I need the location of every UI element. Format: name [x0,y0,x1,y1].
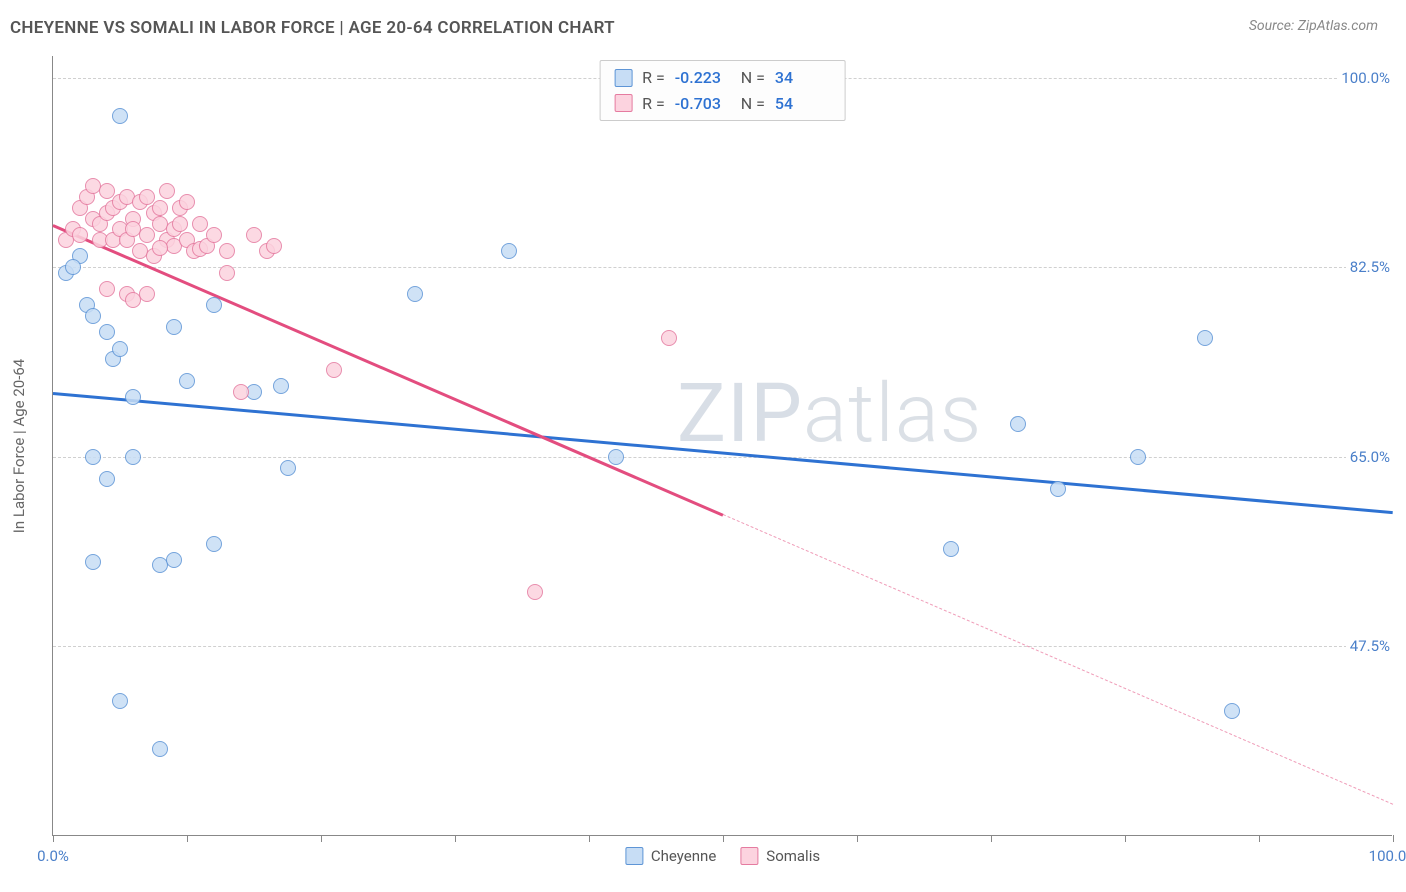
xtick [1125,835,1126,842]
legend-label-cheyenne: Cheyenne [651,847,716,865]
xtick-label: 100.0% [1369,847,1406,865]
swatch-cheyenne [614,69,632,87]
stat-r-cheyenne: -0.223 [675,65,731,91]
data-point-cheyenne [1197,330,1213,346]
stats-row: R = -0.703 N = 54 [614,91,831,117]
data-point-cheyenne [112,693,128,709]
data-point-somalis [179,194,195,210]
correlation-stats-box: R = -0.223 N = 34 R = -0.703 N = 54 [599,60,846,121]
data-point-cheyenne [65,259,81,275]
data-point-somalis [99,281,115,297]
data-point-somalis [266,238,282,254]
data-point-cheyenne [99,471,115,487]
ytick-label: 65.0% [1346,448,1394,466]
data-point-somalis [192,216,208,232]
data-point-somalis [152,240,168,256]
stats-row: R = -0.223 N = 34 [614,65,831,91]
legend-swatch-cheyenne [625,847,643,865]
gridline-h [53,267,1392,268]
data-point-cheyenne [179,373,195,389]
data-point-cheyenne [206,536,222,552]
data-point-cheyenne [1224,703,1240,719]
data-point-somalis [527,584,543,600]
data-point-cheyenne [273,378,289,394]
xtick-label: 0.0% [37,847,69,865]
data-point-cheyenne [1010,416,1026,432]
data-point-cheyenne [85,308,101,324]
stat-r-somalis: -0.703 [675,91,731,117]
data-point-somalis [139,286,155,302]
gridline-h [53,646,1392,647]
xtick [723,835,724,842]
ytick-label: 82.5% [1346,258,1394,276]
legend-item-somalis: Somalis [740,847,820,865]
x-axis-legend: Cheyenne Somalis [625,847,820,865]
stat-label: R = [642,91,665,117]
data-point-somalis [233,384,249,400]
xtick [589,835,590,842]
data-point-cheyenne [112,108,128,124]
data-point-cheyenne [166,319,182,335]
plot-area: 47.5%65.0%82.5%100.0%0.0%100.0% [53,56,1392,835]
chart-title: CHEYENNE VS SOMALI IN LABOR FORCE | AGE … [10,18,615,38]
data-point-cheyenne [1130,449,1146,465]
y-axis-label: In Labor Force | Age 20-64 [10,358,28,532]
data-point-cheyenne [1050,481,1066,497]
data-point-cheyenne [280,460,296,476]
data-point-cheyenne [206,297,222,313]
legend-swatch-somalis [740,847,758,865]
data-point-somalis [326,362,342,378]
legend-item-cheyenne: Cheyenne [625,847,716,865]
stat-label: N = [741,65,765,91]
data-point-cheyenne [152,741,168,757]
data-point-cheyenne [99,324,115,340]
stat-n-cheyenne: 34 [775,65,831,91]
xtick [857,835,858,842]
data-point-cheyenne [112,341,128,357]
xtick [455,835,456,842]
data-point-somalis [72,227,88,243]
trendline-cheyenne [53,392,1393,514]
data-point-somalis [99,183,115,199]
xtick [53,835,54,842]
data-point-somalis [139,189,155,205]
data-point-somalis [159,183,175,199]
stat-label: N = [741,91,765,117]
data-point-somalis [172,216,188,232]
trendline-dashed-somalis [723,514,1393,805]
data-point-somalis [139,227,155,243]
ytick-label: 100.0% [1337,69,1394,87]
data-point-somalis [661,330,677,346]
data-point-cheyenne [125,449,141,465]
data-point-cheyenne [943,541,959,557]
xtick [187,835,188,842]
data-point-somalis [219,265,235,281]
data-point-somalis [246,227,262,243]
xtick [991,835,992,842]
ytick-label: 47.5% [1346,637,1394,655]
data-point-cheyenne [501,243,517,259]
data-point-somalis [152,200,168,216]
data-point-cheyenne [125,389,141,405]
stat-label: R = [642,65,665,91]
swatch-somalis [614,94,632,112]
chart-plot-area: In Labor Force | Age 20-64 ZIPatlas 47.5… [52,56,1392,836]
data-point-somalis [219,243,235,259]
data-point-cheyenne [608,449,624,465]
source-attribution: Source: ZipAtlas.com [1249,18,1378,34]
stat-n-somalis: 54 [775,91,831,117]
legend-label-somalis: Somalis [766,847,820,865]
data-point-cheyenne [85,449,101,465]
data-point-cheyenne [407,286,423,302]
xtick [1393,835,1394,842]
gridline-h [53,457,1392,458]
data-point-cheyenne [85,554,101,570]
xtick [321,835,322,842]
data-point-somalis [206,227,222,243]
xtick [1259,835,1260,842]
data-point-cheyenne [166,552,182,568]
